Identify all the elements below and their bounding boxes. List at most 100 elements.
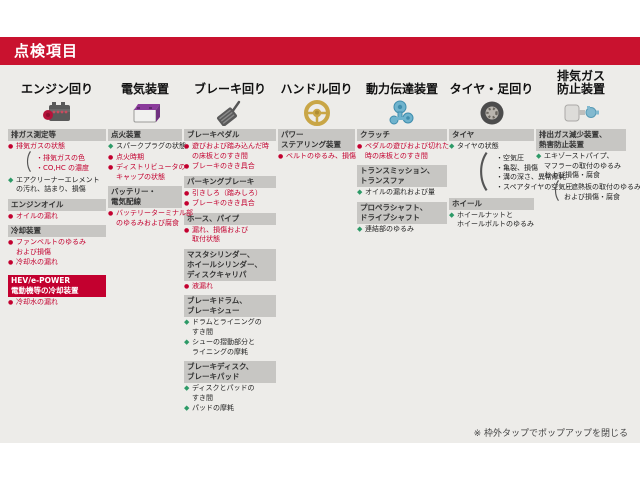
section-header: パワー ステアリング装置 — [278, 129, 355, 151]
green-diamond-bullet-icon: ◆ — [184, 318, 190, 326]
inspection-item: ◆ シューの摺動部分と ライニングの摩耗 — [184, 338, 255, 356]
inspection-column: 動力伝達装置クラッチ ● ペダルの遊びおよび切れた 時の床板とのすき間 トランスミッショ… — [357, 68, 449, 415]
inspection-item: ◆ ドラムとライニングの すき間 — [184, 318, 262, 336]
red-dot-bullet-icon: ● — [184, 200, 190, 207]
inspection-item: ● 遊びおよび踏み込んだ時 の床板とのすき間 — [184, 142, 269, 160]
inspection-item: ● 引きしろ（踏みしろ） — [184, 188, 262, 197]
column-sections: 排ガス測定等 ● 排気ガスの状態（・排気ガスの色 ・CO,HC の濃度 ◆ エアクリーナー… — [8, 129, 106, 307]
column-icon-box — [184, 96, 276, 129]
inspection-item: ● 冷却水の漏れ — [8, 297, 58, 306]
section-header: 冷却装置 — [8, 225, 106, 237]
inspection-item: ● 漏れ、損傷および 取付状態 — [184, 225, 249, 244]
tire-icon — [478, 99, 506, 127]
column-sections: タイヤ ◆ タイヤの状態（・空気圧 ・亀裂、損傷 ・溝の深さ、異常摩耗 ・スペアタイヤの空… — [449, 129, 573, 230]
column-icon-box — [536, 96, 626, 129]
green-diamond-bullet-icon: ◆ — [357, 224, 363, 233]
section-header: ホイール — [449, 197, 534, 210]
popup-outside-area[interactable] — [0, 443, 640, 480]
transmission-icon — [387, 99, 417, 127]
inspection-item: ◆ エキゾーストパイプ、 マフラーの取付のゆるみ および損傷・腐食 — [536, 152, 621, 179]
inspection-item: ◆ オイルの漏れおよび量 — [357, 188, 435, 196]
green-diamond-bullet-icon: ◆ — [108, 142, 114, 150]
red-dot-bullet-icon: ● — [8, 259, 14, 266]
section-header: 排ガス測定等 — [8, 129, 106, 141]
column-icon-box — [108, 96, 182, 129]
inspection-columns: エンジン回り 排ガス測定等 ● 排気ガスの状態（・排気ガスの色 ・CO,HC の濃度 ◆ エ… — [0, 65, 640, 415]
column-sections: クラッチ ● ペダルの遊びおよび切れた 時の床板とのすき間 トランスミッション、 トランス… — [357, 129, 449, 234]
inspection-item: ● オイルの漏れ — [8, 211, 58, 220]
inspection-item: ◆ スパークプラグの状態 — [108, 142, 186, 150]
inspection-item: ● ファンベルトのゆるみ および損傷 — [8, 238, 86, 256]
column-sections: 排出ガス減少装置、 熱害防止装置 ◆ エキゾーストパイプ、 マフラーの取付のゆるみ および… — [536, 129, 640, 205]
inspection-item: ◆ ホイールナットと ホイールボルトのゆるみ — [449, 210, 534, 229]
red-dot-bullet-icon: ● — [184, 282, 190, 290]
inspection-item: ● 液漏れ — [184, 281, 213, 290]
column-icon-box — [278, 96, 355, 129]
column-label: 排気ガス 防止装置 — [556, 69, 605, 96]
section-header: ブレーキディスク、 ブレーキパッド — [184, 361, 276, 383]
popup-title: 点検項目 — [0, 37, 640, 65]
section-header: バッテリー・ 電気配線 — [108, 186, 182, 208]
inspection-item: ● ベルトのゆるみ、損傷 — [278, 152, 356, 160]
red-dot-bullet-icon: ● — [184, 226, 190, 234]
inspection-column: ハンドル回りパワー ステアリング装置 ● ベルトのゆるみ、損傷 — [278, 68, 356, 415]
inspection-items-popup: 点検項目 エンジン回り 排ガス測定等 ● 排気ガスの状態（・排気ガスの色 ・CO,HC … — [0, 37, 640, 443]
column-label: ハンドル回り — [280, 82, 353, 96]
red-dot-bullet-icon: ● — [8, 239, 14, 246]
section-header: トランスミッション、 トランスファ — [357, 165, 447, 187]
inspection-item: ● ブレーキのきき具合 — [184, 162, 255, 170]
section-header: プロペラシャフト、 ドライブシャフト — [357, 201, 447, 224]
open-paren-icon: （ — [16, 150, 32, 176]
inspection-column: ブレーキ回り ブレーキペダル ● 遊びおよび踏み込んだ時 の床板とのすき間 ● ブレーキのき… — [184, 68, 276, 415]
red-dot-bullet-icon: ● — [8, 212, 14, 220]
section-header: ブレーキドラム、 ブレーキシュー — [184, 295, 276, 317]
column-label: タイヤ・足回り — [449, 82, 534, 96]
sub-detail-group: （・遮熱板の取付のゆるみ および損傷・腐食 — [544, 179, 640, 205]
inspection-column: エンジン回り 排ガス測定等 ● 排気ガスの状態（・排気ガスの色 ・CO,HC の濃度 ◆ エ… — [8, 68, 106, 415]
steering-wheel-icon — [303, 99, 331, 127]
column-label: 動力伝達装置 — [365, 82, 438, 96]
column-label: 電気装置 — [120, 82, 169, 96]
red-dot-bullet-icon: ● — [184, 189, 190, 197]
inspection-item: ● 点火時期 — [108, 152, 144, 161]
column-label: ブレーキ回り — [193, 82, 266, 96]
section-header: エンジンオイル — [8, 198, 106, 211]
close-popup-note: ※ 枠外タップでポップアップを閉じる — [473, 429, 628, 439]
green-diamond-bullet-icon: ◆ — [8, 175, 14, 184]
engine-icon — [41, 100, 73, 125]
inspection-item: ◆ エアクリーナーエレメント の汚れ、詰まり、損傷 — [8, 175, 100, 194]
inspection-item: ● ブレーキのきき具合 — [184, 199, 255, 207]
open-paren-icon: （ — [460, 148, 489, 197]
red-dot-bullet-icon: ● — [184, 163, 190, 170]
red-dot-bullet-icon: ● — [108, 210, 114, 217]
popup-outside-area[interactable] — [0, 0, 640, 37]
inspection-column: 排気ガス 防止装置排出ガス減少装置、 熱害防止装置 ◆ エキゾーストパイプ、 マフラーの取… — [536, 68, 640, 415]
column-sections: パワー ステアリング装置 ● ベルトのゆるみ、損傷 — [278, 129, 356, 162]
battery-icon — [130, 100, 160, 125]
column-icon-box — [449, 96, 534, 129]
green-diamond-bullet-icon: ◆ — [184, 384, 190, 392]
inspection-item: ● ディストリビュータの キャップの状態 — [108, 163, 186, 181]
inspection-item: ● 排気ガスの状態 — [8, 142, 65, 150]
red-dot-bullet-icon: ● — [8, 298, 14, 306]
column-icon-box — [8, 96, 106, 129]
red-dot-bullet-icon: ● — [184, 143, 190, 150]
green-diamond-bullet-icon: ◆ — [449, 210, 455, 219]
inspection-item: ◆ 連結部のゆるみ — [357, 224, 414, 233]
sub-detail-group: （・排気ガスの色 ・CO,HC の濃度 — [16, 150, 90, 176]
red-dot-bullet-icon: ● — [8, 143, 14, 150]
column-icon-box — [357, 96, 447, 129]
inspection-column: タイヤ・足回りタイヤ ◆ タイヤの状態（・空気圧 ・亀裂、損傷 ・溝の深さ、異常摩耗 ・ス… — [449, 68, 573, 415]
inspection-item: ● 冷却水の漏れ — [8, 258, 58, 266]
section-header: 排出ガス減少装置、 熱害防止装置 — [536, 129, 626, 151]
section-header: マスタシリンダー、 ホイールシリンダー、 ディスクキャリパ — [184, 248, 276, 281]
green-diamond-bullet-icon: ◆ — [184, 404, 190, 412]
green-diamond-bullet-icon: ◆ — [184, 338, 190, 346]
inspection-item: ◆ ディスクとパッドの すき間 — [184, 384, 255, 402]
green-diamond-bullet-icon: ◆ — [449, 142, 455, 150]
section-header: ホース、パイプ — [184, 212, 276, 225]
red-dot-bullet-icon: ● — [108, 164, 114, 171]
red-dot-bullet-icon: ● — [357, 143, 363, 150]
sub-detail-group: （・空気圧 ・亀裂、損傷 ・溝の深さ、異常摩耗 ・スペアタイヤの空気圧 — [460, 148, 573, 197]
muffler-icon — [563, 101, 599, 125]
